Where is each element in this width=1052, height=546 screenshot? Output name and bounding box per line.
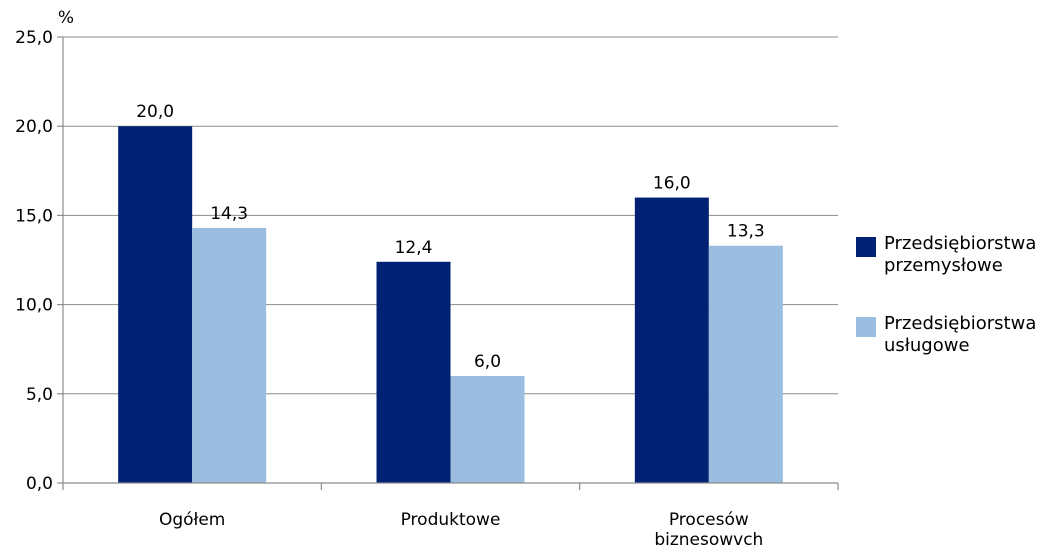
data-labels: 20,0 14,3 12,4 6,0 16,0 13,3 bbox=[136, 102, 765, 372]
x-category-label: Ogółem bbox=[159, 510, 225, 530]
y-tick-label: 5,0 bbox=[26, 385, 53, 405]
axes: 0,0 5,0 10,0 15,0 20,0 25,0 Ogółem Produktowe Pr… bbox=[15, 28, 839, 546]
bar bbox=[450, 375, 525, 483]
y-unit-label: % bbox=[58, 8, 74, 28]
y-tick-label: 15,0 bbox=[15, 206, 53, 226]
bar bbox=[192, 227, 267, 483]
bar-value-label: 13,3 bbox=[727, 222, 765, 242]
y-tick-label: 10,0 bbox=[15, 296, 53, 316]
y-tick-label: 25,0 bbox=[15, 28, 53, 48]
legend: Przedsiębiorstwa przemysłowe Przedsiębiors… bbox=[856, 233, 1036, 356]
bar-value-label: 12,4 bbox=[395, 238, 433, 258]
x-category-label: Procesów biznesowvch bbox=[654, 510, 763, 546]
bar-value-label: 6,0 bbox=[474, 352, 501, 372]
y-tick-label: 20,0 bbox=[15, 117, 53, 137]
bar bbox=[634, 197, 709, 483]
legend-swatch bbox=[856, 317, 876, 337]
bar bbox=[708, 245, 783, 483]
legend-swatch bbox=[856, 237, 876, 257]
legend-label: Przedsiębiorstwa przemysłowe bbox=[884, 233, 1036, 276]
bar-value-label: 20,0 bbox=[136, 102, 174, 122]
bar-value-label: 16,0 bbox=[653, 174, 691, 194]
y-tick-label: 0,0 bbox=[26, 474, 53, 494]
bars bbox=[118, 126, 783, 483]
x-category-label: Produktowe bbox=[401, 510, 501, 530]
bar bbox=[376, 261, 451, 483]
bar-value-label: 14,3 bbox=[210, 204, 248, 224]
legend-label: Przedsiębiorstwa usługowe bbox=[884, 313, 1036, 356]
bar bbox=[118, 126, 193, 483]
